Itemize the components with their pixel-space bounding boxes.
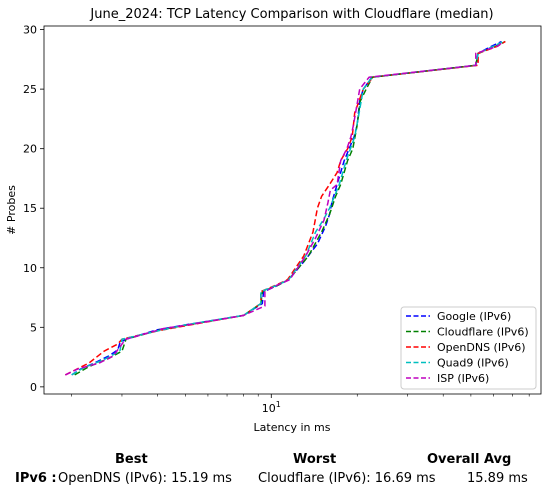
best-header: Best <box>115 452 148 467</box>
series-lines <box>64 40 506 376</box>
best-value: OpenDNS (IPv6): 15.19 ms <box>58 471 232 486</box>
latency-chart: June_2024: TCP Latency Comparison with C… <box>5 7 542 434</box>
x-axis-label: Latency in ms <box>254 421 331 434</box>
y-tick-label: 20 <box>23 143 37 156</box>
x-axis-ticks: 101 <box>71 394 530 415</box>
legend-label-3: Quad9 (IPv6) <box>437 357 509 370</box>
y-axis-label: # Probes <box>5 185 18 235</box>
legend-box <box>400 306 537 390</box>
worst-header: Worst <box>293 452 337 467</box>
legend-label-0: Google (IPv6) <box>437 310 511 323</box>
row-label-ipv6: IPv6 : <box>15 471 57 486</box>
chart-title: June_2024: TCP Latency Comparison with C… <box>89 7 493 22</box>
overall-avg-header: Overall Avg <box>427 452 512 467</box>
legend: Google (IPv6) Cloudflare (IPv6) OpenDNS (I… <box>400 306 537 390</box>
series-line-4 <box>64 40 504 376</box>
y-tick-label: 15 <box>23 202 37 215</box>
y-axis-ticks: 0 5 10 15 20 25 30 <box>23 24 44 394</box>
y-tick-label: 0 <box>30 381 37 394</box>
x-tick-label: 101 <box>262 400 281 415</box>
y-tick-label: 5 <box>30 321 37 334</box>
plot-area <box>43 25 542 395</box>
legend-label-1: Cloudflare (IPv6) <box>437 326 529 339</box>
worst-value: Cloudflare (IPv6): 16.69 ms <box>258 471 436 486</box>
y-tick-label: 30 <box>23 24 37 37</box>
overall-avg-value: 15.89 ms <box>467 471 528 486</box>
legend-label-2: OpenDNS (IPv6) <box>437 341 526 354</box>
legend-label-4: ISP (IPv6) <box>437 372 489 385</box>
y-tick-label: 10 <box>23 262 37 275</box>
series-line-3 <box>71 40 504 376</box>
y-tick-label: 25 <box>23 83 37 96</box>
